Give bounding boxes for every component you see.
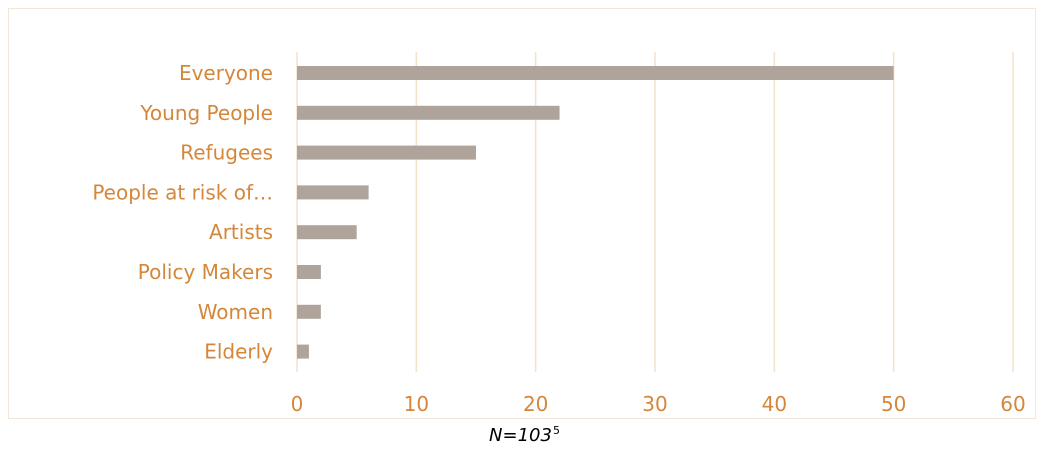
x-tick-label: 40 bbox=[762, 392, 787, 416]
x-tick-label: 0 bbox=[291, 392, 304, 416]
category-label: Artists bbox=[209, 220, 273, 244]
category-label: Young People bbox=[139, 101, 273, 125]
bar bbox=[297, 265, 321, 279]
x-tick-label: 20 bbox=[523, 392, 548, 416]
bar bbox=[297, 225, 357, 240]
gridlines bbox=[296, 52, 1014, 372]
sample-size-text: N=103 bbox=[489, 425, 552, 446]
footnote-marker: 5 bbox=[552, 424, 560, 437]
bar bbox=[297, 185, 369, 200]
x-tick-labels: 0 10 20 30 40 50 60 bbox=[291, 392, 1026, 416]
bar bbox=[297, 105, 560, 120]
bar bbox=[297, 344, 309, 359]
category-label: Everyone bbox=[179, 61, 273, 85]
sample-size-note: N=1035 bbox=[0, 424, 1049, 446]
category-labels: Everyone Young People Refugees People at ri… bbox=[92, 61, 273, 364]
bars bbox=[297, 66, 894, 359]
x-tick-label: 10 bbox=[404, 392, 429, 416]
category-label: Women bbox=[198, 300, 273, 324]
category-label: People at risk of… bbox=[92, 180, 273, 204]
bar bbox=[297, 145, 476, 160]
bar bbox=[297, 304, 321, 319]
bar bbox=[297, 66, 894, 80]
bar-chart: Everyone Young People Refugees People at ri… bbox=[92, 52, 1026, 416]
x-tick-label: 60 bbox=[1000, 392, 1025, 416]
x-tick-label: 30 bbox=[642, 392, 667, 416]
category-label: Policy Makers bbox=[138, 260, 273, 284]
category-label: Refugees bbox=[180, 141, 273, 165]
x-tick-label: 50 bbox=[881, 392, 906, 416]
category-label: Elderly bbox=[204, 340, 273, 364]
